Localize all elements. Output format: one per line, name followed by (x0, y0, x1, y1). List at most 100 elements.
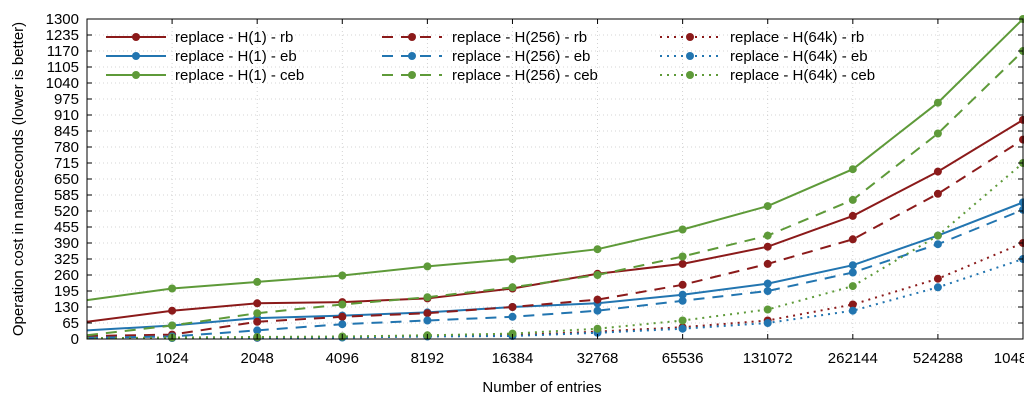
data-point (338, 312, 347, 321)
y-tick-label: 65 (62, 315, 79, 332)
data-point (678, 225, 687, 234)
legend-label: replace - H(256) - eb (452, 48, 590, 65)
y-tick-label: 650 (54, 171, 79, 188)
data-point (423, 309, 432, 318)
legend-swatch-marker (686, 52, 694, 60)
data-point (678, 316, 687, 325)
data-point (338, 300, 347, 309)
data-point (508, 255, 517, 263)
legend-entry: replace - H(64k) - eb (660, 48, 868, 65)
y-axis-label: Operation cost in nanoseconds (lower is … (10, 22, 27, 336)
data-point (848, 261, 857, 270)
legend-swatch-marker (132, 71, 140, 79)
legend-entry: replace - H(1) - eb (106, 48, 297, 65)
series-line (86, 201, 1024, 332)
legend-label: replace - H(64k) - rb (730, 29, 864, 46)
y-tick-label: 780 (54, 139, 79, 156)
x-tick-label: 2048 (240, 350, 273, 367)
data-point (593, 295, 602, 304)
legend-label: replace - H(1) - ceb (175, 67, 304, 84)
data-point (763, 202, 772, 211)
legend-label: replace - H(64k) - eb (730, 48, 868, 65)
legend-entry: replace - H(64k) - ceb (660, 67, 875, 84)
data-point (593, 245, 602, 254)
y-tick-label: 325 (54, 251, 79, 268)
data-point (763, 305, 772, 314)
data-point (933, 231, 942, 240)
data-point (933, 98, 942, 107)
data-point (678, 324, 687, 333)
data-point (763, 279, 772, 288)
data-point (848, 235, 857, 244)
y-tick-label: 910 (54, 107, 79, 124)
data-point (168, 284, 177, 293)
series-group (86, 135, 1024, 339)
gridlines (87, 19, 1023, 339)
x-tick-label: 4096 (326, 350, 359, 367)
data-point (253, 277, 262, 286)
data-point (933, 129, 942, 138)
data-point (423, 262, 432, 271)
data-point (508, 303, 517, 311)
x-tick-label: 262144 (828, 350, 878, 367)
legend-entry: replace - H(256) - ceb (382, 67, 598, 84)
x-tick-label: 65536 (662, 350, 704, 367)
x-tick-label: 32768 (577, 350, 619, 367)
data-point (593, 306, 602, 315)
data-point (593, 324, 602, 333)
legend: replace - H(1) - rb replace - H(1) - eb re… (106, 29, 875, 84)
data-point (678, 280, 687, 289)
legend-label: replace - H(1) - rb (175, 29, 293, 46)
legend-swatch-marker (132, 52, 140, 60)
y-tick-label: 975 (54, 91, 79, 108)
series-group (86, 115, 1024, 323)
y-tick-label: 455 (54, 219, 79, 236)
data-point (678, 290, 687, 299)
x-tick-label: 131072 (743, 350, 793, 367)
y-tick-label: 1170 (47, 43, 79, 60)
series-line (86, 208, 1024, 339)
legend-label: replace - H(256) - rb (452, 29, 587, 46)
legend-entry: replace - H(256) - eb (382, 48, 590, 65)
y-tick-label: 130 (54, 299, 79, 316)
data-point (168, 321, 177, 330)
x-tick-label: 16384 (492, 350, 534, 367)
data-point (253, 317, 262, 326)
y-tick-label: 195 (54, 283, 79, 300)
legend-swatch-marker (408, 52, 416, 60)
legend-entry: replace - H(1) - ceb (106, 67, 304, 84)
data-point (933, 240, 942, 249)
legend-swatch-marker (408, 33, 416, 41)
y-tick-label: 585 (54, 187, 79, 204)
legend-label: replace - H(256) - ceb (452, 67, 598, 84)
data-point (168, 306, 177, 315)
y-tick-label: 520 (54, 203, 79, 220)
data-point (338, 271, 347, 280)
data-point (933, 274, 942, 283)
series-group (86, 15, 1024, 302)
data-point (508, 312, 517, 321)
x-tick-label: 524288 (913, 350, 963, 367)
data-point (678, 259, 687, 268)
data-point (678, 296, 687, 305)
data-point (933, 167, 942, 176)
legend-swatch-marker (132, 33, 140, 41)
data-point (508, 283, 517, 292)
series-line (86, 18, 1024, 302)
legend-label: replace - H(64k) - ceb (730, 67, 875, 84)
data-point (763, 319, 772, 327)
data-point (253, 299, 262, 308)
data-point (678, 252, 687, 261)
x-tick-label: 1048576 (994, 350, 1024, 367)
data-point (848, 306, 857, 315)
series-line (86, 119, 1024, 323)
legend-label: replace - H(1) - eb (175, 48, 297, 65)
data-point (848, 165, 857, 174)
legend-swatch-marker (408, 71, 416, 79)
data-point (593, 271, 602, 279)
data-point (933, 189, 942, 198)
series-line (86, 138, 1024, 337)
data-point (423, 316, 432, 325)
y-tick-label: 390 (54, 235, 79, 252)
